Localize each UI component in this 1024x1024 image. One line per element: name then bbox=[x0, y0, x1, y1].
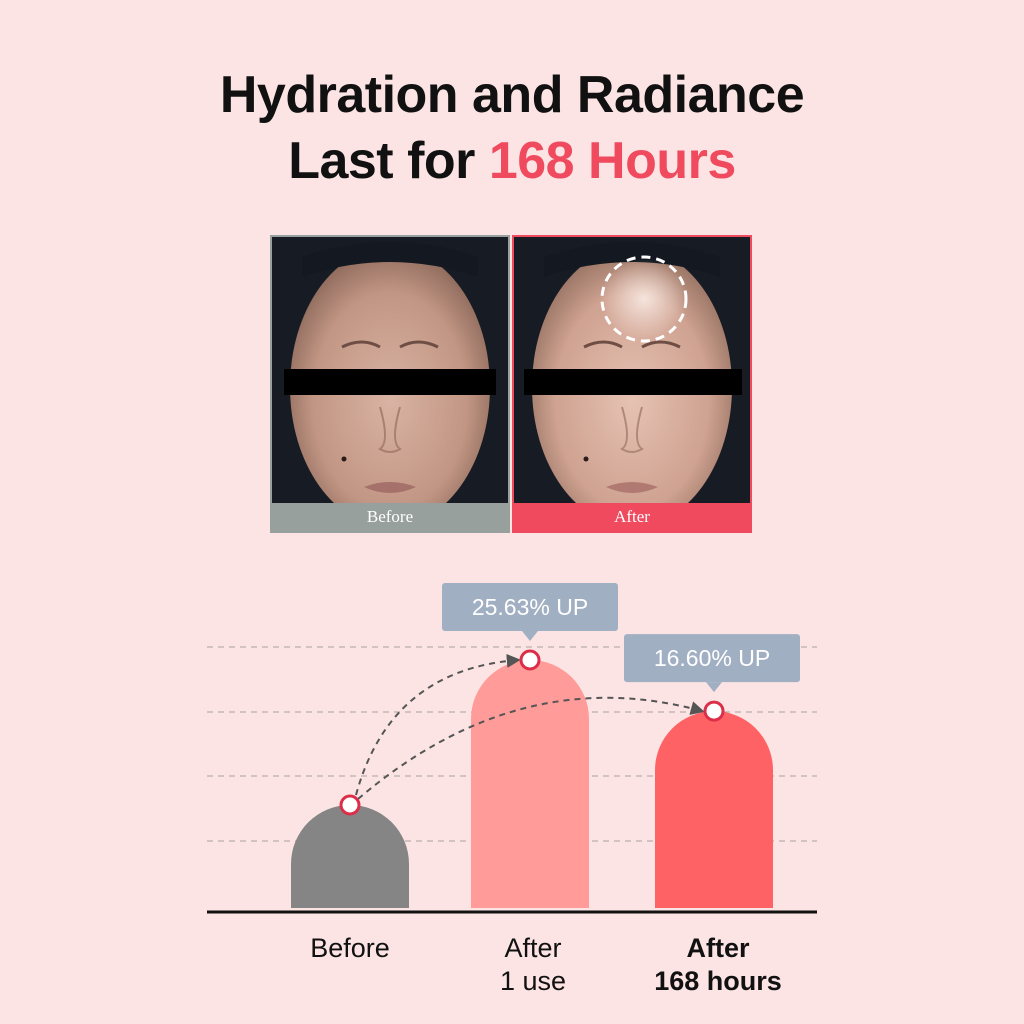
data-point-1 bbox=[339, 794, 361, 816]
category-label-before: Before bbox=[310, 933, 390, 963]
after-photo-label: After bbox=[514, 503, 750, 531]
bar-1 bbox=[291, 805, 409, 908]
headline-line2-prefix: Last for bbox=[288, 132, 489, 190]
before-photo-label: Before bbox=[272, 503, 508, 531]
headline: Hydration and Radiance Last for 168 Hour… bbox=[0, 62, 1024, 194]
category-label-after-hours-line1: After bbox=[686, 933, 750, 963]
category-label-after-use: After 1 use bbox=[433, 932, 633, 998]
headline-line2: Last for 168 Hours bbox=[0, 128, 1024, 194]
after-photo: After bbox=[512, 235, 752, 533]
callout-label-2: 16.60% UP bbox=[654, 645, 770, 671]
after-face-image bbox=[514, 237, 750, 503]
category-label-after-use-line1: After bbox=[504, 933, 562, 963]
headline-line1: Hydration and Radiance bbox=[219, 66, 805, 124]
trend-arrow-2 bbox=[357, 696, 705, 800]
highlight-circle bbox=[600, 255, 688, 343]
callout-box-2 bbox=[624, 634, 800, 683]
category-label-after-use-line2: 1 use bbox=[499, 966, 567, 996]
category-label-after-hours: After 168 hours bbox=[618, 932, 818, 998]
before-face-image bbox=[272, 237, 508, 503]
bar-2 bbox=[471, 660, 589, 908]
hydration-chart: 25.63% UP 16.60% UP bbox=[207, 583, 817, 914]
callout-pointer-2 bbox=[706, 682, 722, 693]
before-photo: Before bbox=[270, 235, 510, 533]
data-point-2 bbox=[519, 649, 541, 671]
callout-label-1: 25.63% UP bbox=[472, 594, 588, 620]
category-label-after-hours-line2: 168 hours bbox=[654, 966, 782, 996]
callout-box-1 bbox=[442, 583, 618, 631]
bar-3 bbox=[655, 711, 773, 908]
headline-accent: 168 Hours bbox=[488, 132, 736, 190]
callout-pointer-1 bbox=[522, 631, 538, 641]
trend-arrow-1 bbox=[355, 653, 521, 796]
data-point-3 bbox=[703, 700, 725, 722]
